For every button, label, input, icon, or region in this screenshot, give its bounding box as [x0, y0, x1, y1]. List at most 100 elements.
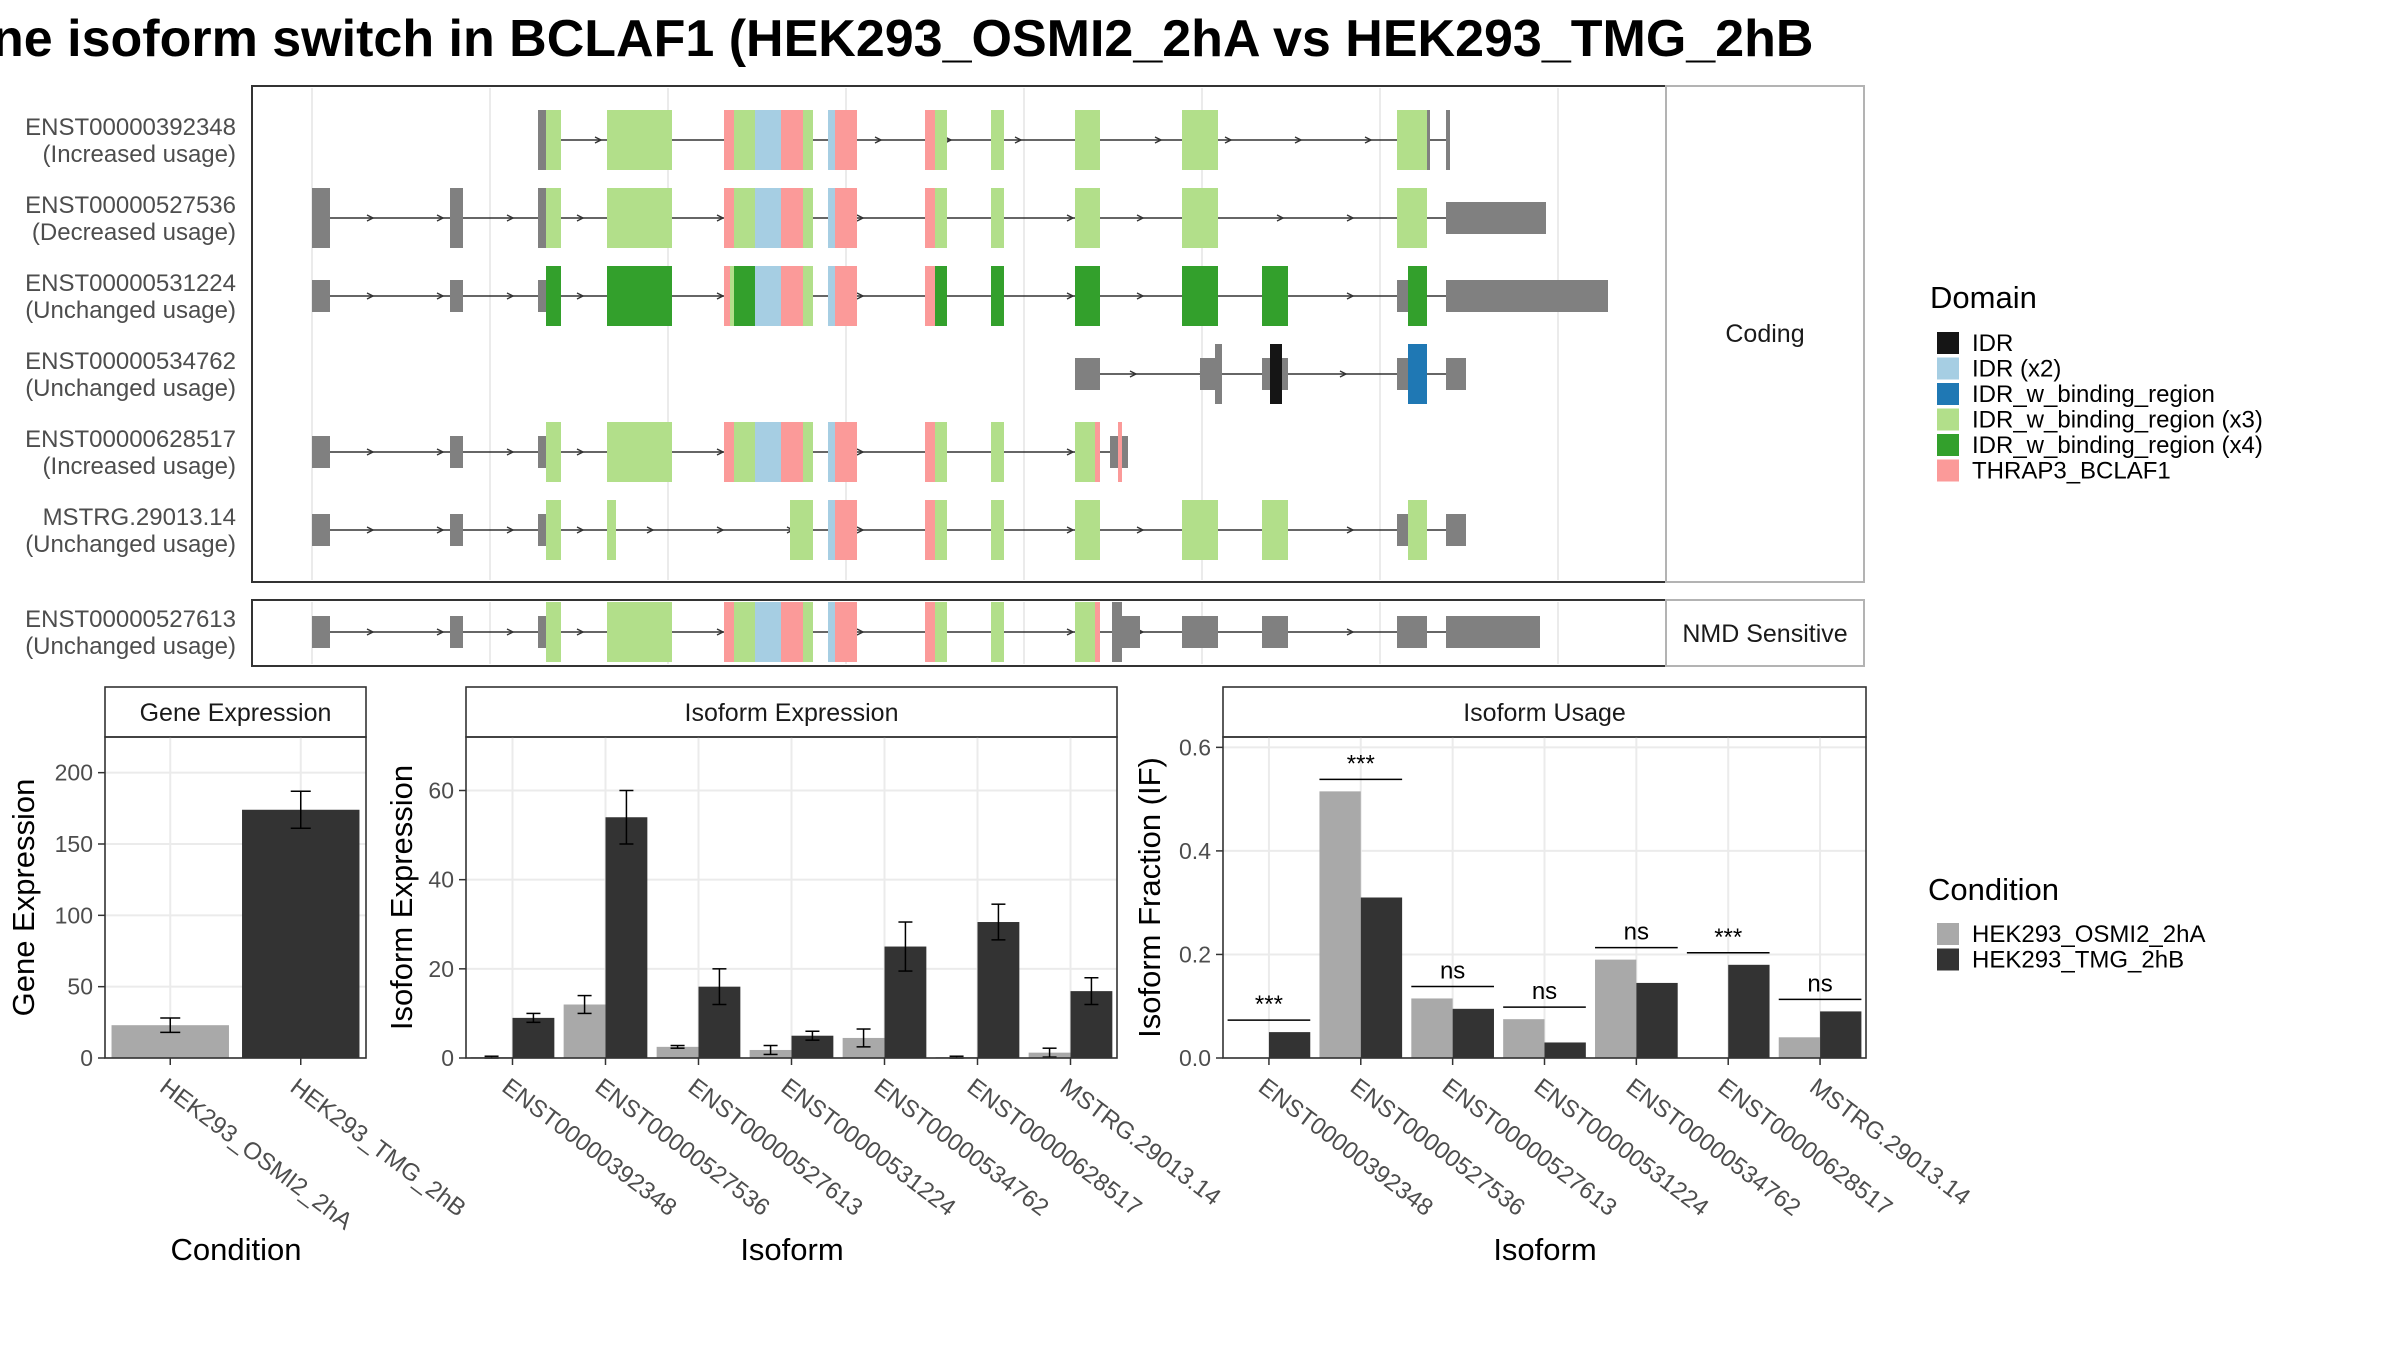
exon-block [730, 266, 734, 326]
exon-block [1200, 358, 1215, 390]
exon-block [781, 266, 803, 326]
exon-block [781, 110, 803, 170]
exon-block [546, 422, 561, 482]
significance-label: ns [1532, 978, 1557, 1005]
intron-arrow [1066, 628, 1075, 636]
intron-arrow [506, 214, 515, 222]
intron-arrow [856, 214, 865, 222]
exon-block [991, 422, 1004, 482]
significance-label: ns [1624, 919, 1649, 946]
intron-arrow [874, 136, 883, 144]
exon-block [1397, 188, 1427, 248]
intron-arrow [1364, 136, 1373, 144]
exon-block [1075, 500, 1100, 560]
transcript-usage-note: (Unchanged usage) [25, 633, 236, 660]
exon-block [1122, 616, 1140, 648]
exon-block [1075, 110, 1100, 170]
exon-block [724, 602, 734, 662]
intron-arrow [1154, 136, 1163, 144]
intron-arrow [856, 448, 865, 456]
bar-chart-panels: Gene Expression050100150200HEK293_OSMI2_… [6, 686, 1975, 1267]
panel-strip-title: Isoform Expression [685, 699, 899, 727]
exon-block [991, 500, 1004, 560]
domain-legend-label: THRAP3_BCLAF1 [1972, 458, 2171, 485]
exon-block [781, 602, 803, 662]
exon-block [607, 110, 672, 170]
intron-arrow [366, 214, 375, 222]
transcript-id: ENST00000531224 [25, 270, 236, 297]
intron-arrow [856, 628, 865, 636]
exon-block [925, 602, 935, 662]
exon-block [935, 266, 947, 326]
intron-arrow [366, 628, 375, 636]
panel-strip [104, 686, 367, 738]
exon-block [450, 616, 463, 648]
transcript-usage-note: (Unchanged usage) [25, 297, 236, 324]
exon-block [312, 514, 330, 546]
exon-block [803, 602, 813, 662]
intron-arrow [506, 526, 515, 534]
intron-arrow [856, 526, 865, 534]
exon-block [538, 514, 546, 546]
exon-block [828, 422, 835, 482]
transcript-usage-note: (Unchanged usage) [25, 531, 236, 558]
exon-block [1122, 436, 1128, 468]
exon-block [450, 280, 463, 312]
exon-block [1095, 602, 1100, 662]
domain-legend-label: IDR_w_binding_region (x4) [1972, 432, 2263, 459]
exon-block [1075, 188, 1100, 248]
exon-block [803, 266, 813, 326]
transcript-id: MSTRG.29013.14 [43, 504, 236, 531]
exon-block [991, 266, 1004, 326]
nmd-panel-frame [251, 599, 1667, 667]
exon-block [546, 110, 561, 170]
intron-arrow [436, 214, 445, 222]
domain-legend-key [1937, 383, 1959, 405]
exon-block [1408, 266, 1427, 326]
intron-arrow [366, 292, 375, 300]
exon-block [724, 110, 734, 170]
y-tick-label: 0.2 [1179, 941, 1211, 967]
exon-block [1075, 602, 1095, 662]
intron-arrow [646, 526, 655, 534]
exon-block [546, 500, 561, 560]
exon-block [724, 266, 730, 326]
exon-block [1262, 616, 1288, 648]
panel-strip [1222, 686, 1867, 738]
domain-legend-key [1937, 434, 1959, 456]
y-axis-title: Isoform Fraction (IF) [1132, 757, 1167, 1038]
intron-arrow [1066, 292, 1075, 300]
coding-panel-frame [251, 85, 1667, 583]
exon-block [538, 280, 546, 312]
exon-block [925, 500, 935, 560]
intron-arrow [506, 448, 515, 456]
intron-arrow [1129, 370, 1138, 378]
bar-tmg [1360, 897, 1403, 1058]
nmd-strip-label: NMD Sensitive [1682, 620, 1847, 648]
bar-tmg [242, 809, 360, 1058]
bar-tmg [1452, 1008, 1494, 1058]
exon-block [835, 422, 857, 482]
significance-label: *** [1714, 924, 1742, 951]
intron-arrow [856, 292, 865, 300]
condition-legend-key [1937, 923, 1959, 945]
condition-legend-key [1937, 948, 1959, 971]
transcript-id: ENST00000392348 [25, 114, 236, 141]
transcript-id: ENST00000628517 [25, 426, 236, 453]
bar-osmi2 [1411, 998, 1453, 1058]
exon-block [1262, 266, 1288, 326]
exon-block [450, 188, 463, 248]
bar-tmg [791, 1035, 834, 1058]
exon-block [755, 602, 781, 662]
intron-arrow [506, 292, 515, 300]
y-tick-label: 0.6 [1179, 734, 1211, 760]
transcript-row: ENST00000628517(Increased usage) [25, 422, 1128, 482]
exon-block [724, 188, 734, 248]
exon-block [1215, 344, 1222, 404]
panel-strip [465, 686, 1118, 738]
domain-legend-key [1937, 408, 1959, 431]
x-axis-title: Condition [171, 1232, 302, 1267]
exon-block [734, 266, 755, 326]
